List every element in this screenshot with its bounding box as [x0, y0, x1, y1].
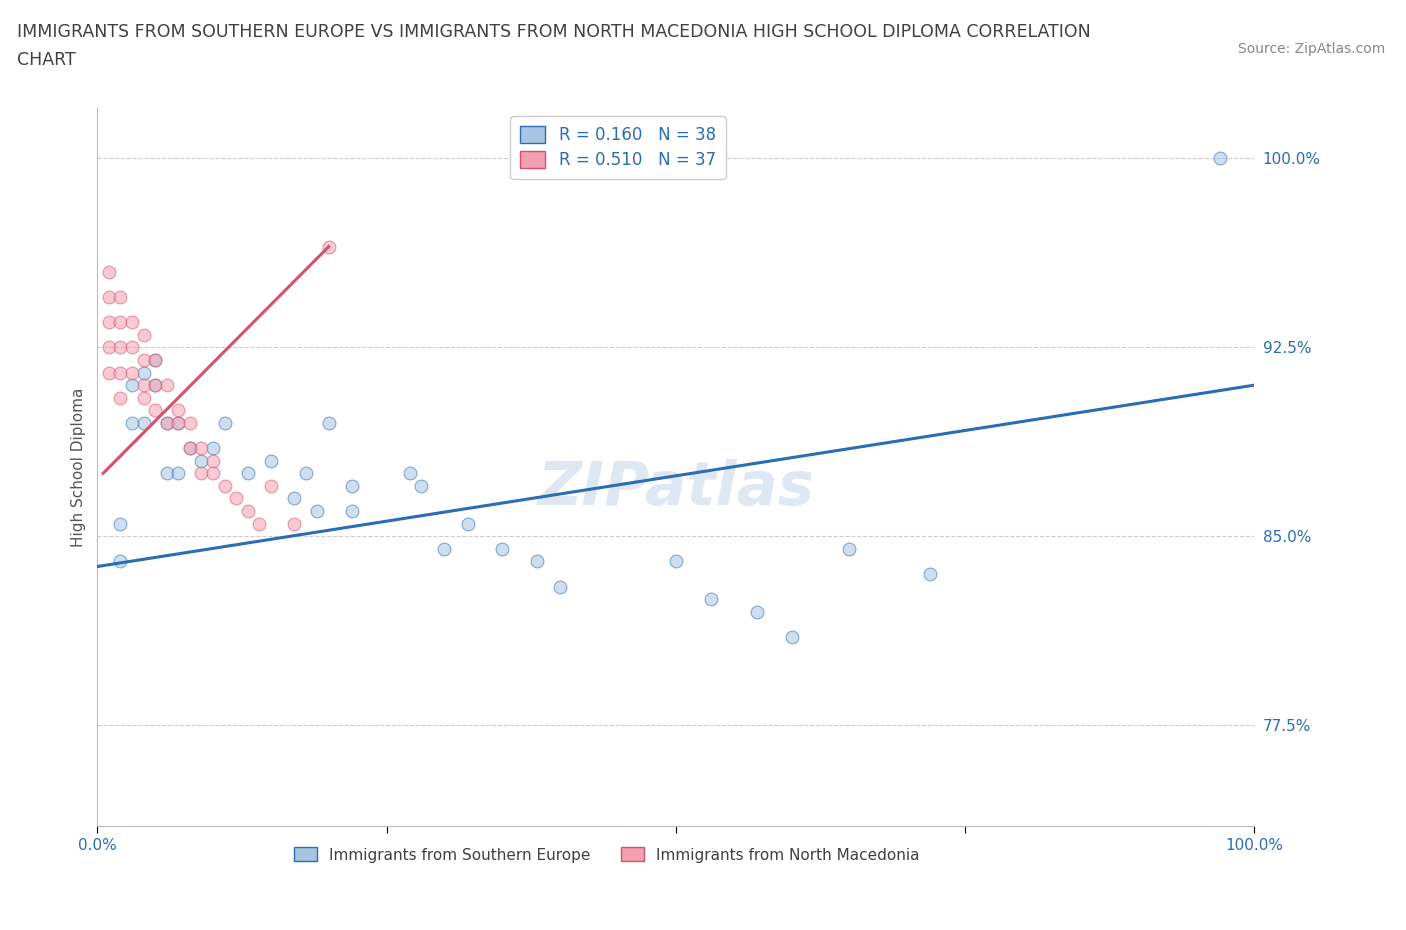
Point [143, 352, 166, 367]
Point [283, 491, 305, 506]
Point [143, 378, 166, 392]
Point [1208, 151, 1230, 166]
Point [167, 416, 190, 431]
Point [110, 365, 132, 380]
Point [283, 516, 305, 531]
Point [156, 378, 179, 392]
Point [110, 391, 132, 405]
Point [143, 403, 166, 418]
Point [121, 378, 143, 392]
Legend: Immigrants from Southern Europe, Immigrants from North Macedonia: Immigrants from Southern Europe, Immigra… [287, 842, 925, 869]
Point [225, 491, 247, 506]
Point [156, 466, 179, 481]
Point [491, 541, 513, 556]
Point [457, 516, 479, 531]
Point [179, 416, 201, 431]
Point [411, 478, 433, 493]
Text: ZIPatlas: ZIPatlas [537, 459, 814, 518]
Point [745, 604, 768, 619]
Point [132, 416, 155, 431]
Point [179, 441, 201, 456]
Point [156, 416, 179, 431]
Point [548, 579, 571, 594]
Point [132, 378, 155, 392]
Point [260, 478, 283, 493]
Point [318, 416, 340, 431]
Point [143, 352, 166, 367]
Point [526, 554, 548, 569]
Point [110, 516, 132, 531]
Point [433, 541, 456, 556]
Point [110, 554, 132, 569]
Point [97, 289, 120, 304]
Point [132, 327, 155, 342]
Point [190, 453, 212, 468]
Point [110, 289, 132, 304]
Point [294, 466, 316, 481]
Y-axis label: High School Diploma: High School Diploma [72, 387, 86, 547]
Point [121, 416, 143, 431]
Point [260, 453, 283, 468]
Point [307, 504, 329, 519]
Point [97, 339, 120, 354]
Point [699, 591, 721, 606]
Point [202, 453, 225, 468]
Point [665, 554, 688, 569]
Point [214, 416, 236, 431]
Point [179, 441, 201, 456]
Point [167, 403, 190, 418]
Point [398, 466, 420, 481]
Point [202, 466, 225, 481]
Point [132, 391, 155, 405]
Point [214, 478, 236, 493]
Point [143, 378, 166, 392]
Text: CHART: CHART [17, 51, 76, 69]
Point [190, 466, 212, 481]
Point [167, 416, 190, 431]
Point [110, 314, 132, 329]
Point [97, 264, 120, 279]
Point [838, 541, 860, 556]
Point [156, 416, 179, 431]
Point [167, 466, 190, 481]
Point [920, 566, 942, 581]
Point [121, 365, 143, 380]
Point [190, 441, 212, 456]
Point [340, 478, 363, 493]
Point [132, 365, 155, 380]
Point [110, 339, 132, 354]
Point [121, 339, 143, 354]
Text: Source: ZipAtlas.com: Source: ZipAtlas.com [1237, 42, 1385, 56]
Point [202, 441, 225, 456]
Text: IMMIGRANTS FROM SOUTHERN EUROPE VS IMMIGRANTS FROM NORTH MACEDONIA HIGH SCHOOL D: IMMIGRANTS FROM SOUTHERN EUROPE VS IMMIG… [17, 23, 1091, 41]
Point [121, 314, 143, 329]
Point [132, 352, 155, 367]
Point [247, 516, 270, 531]
Point [97, 314, 120, 329]
Point [97, 365, 120, 380]
Point [236, 466, 259, 481]
Point [236, 504, 259, 519]
Point [780, 630, 803, 644]
Point [318, 239, 340, 254]
Point [340, 504, 363, 519]
